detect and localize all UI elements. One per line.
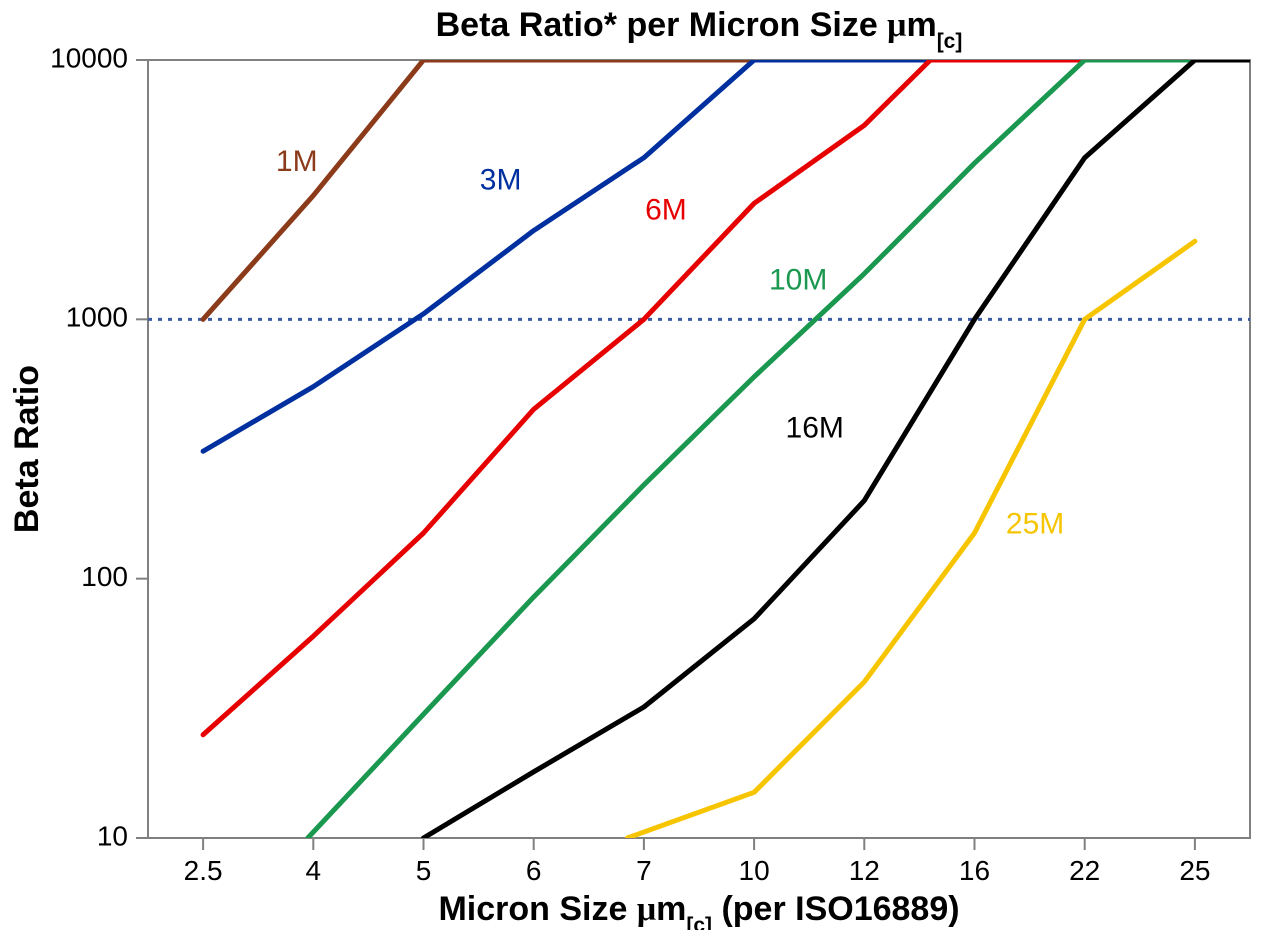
x-tick-label: 25: [1179, 855, 1210, 886]
series-label-3M: 3M: [480, 163, 522, 196]
x-tick-label: 12: [849, 855, 880, 886]
x-tick-label: 7: [636, 855, 652, 886]
chart-bg: [0, 0, 1271, 930]
y-tick-label: 1000: [66, 302, 128, 333]
y-tick-label: 100: [81, 561, 128, 592]
chart-container: 10 100 1000 10000 2.5 4 5 6 7 10 12 16 22 25 1M 3M 6M 10M…: [0, 0, 1271, 930]
x-tick-label: 10: [739, 855, 770, 886]
y-axis-label: Beta Ratio: [8, 365, 46, 533]
series-label-25M: 25M: [1006, 508, 1064, 541]
y-tick-label: 10000: [50, 42, 128, 73]
x-tick-label: 22: [1069, 855, 1100, 886]
x-tick-label: 16: [959, 855, 990, 886]
series-label-16M: 16M: [786, 412, 844, 445]
series-label-1M: 1M: [276, 145, 318, 178]
series-label-10M: 10M: [769, 263, 827, 296]
series-label-6M: 6M: [645, 194, 687, 227]
x-tick-label: 4: [306, 855, 322, 886]
beta-ratio-chart: 10 100 1000 10000 2.5 4 5 6 7 10 12 16 22 25 1M 3M 6M 10M…: [0, 0, 1271, 930]
x-tick-label: 6: [526, 855, 542, 886]
y-tick-label: 10: [97, 820, 128, 851]
x-tick-label: 5: [416, 855, 432, 886]
x-tick-label: 2.5: [184, 855, 223, 886]
